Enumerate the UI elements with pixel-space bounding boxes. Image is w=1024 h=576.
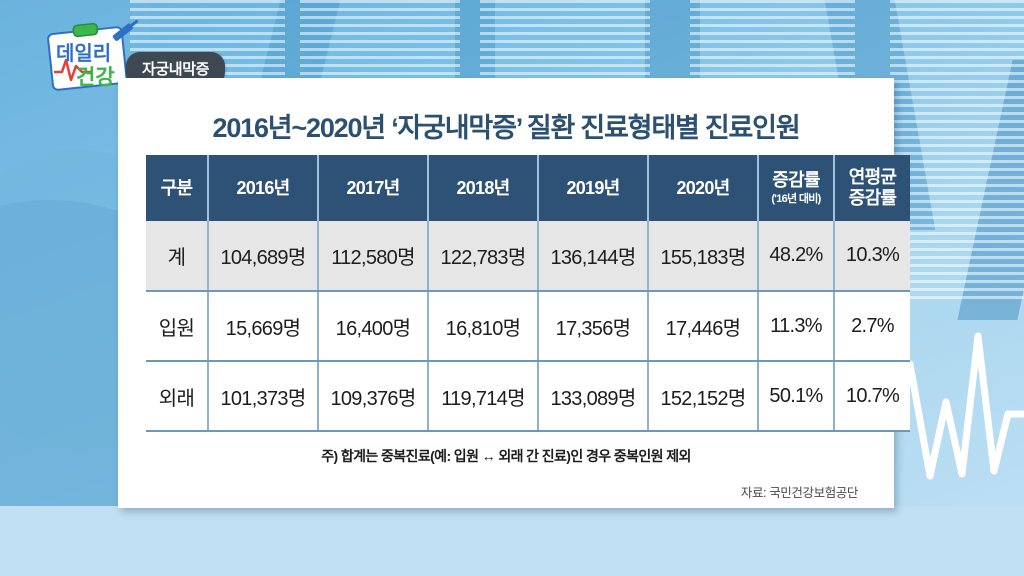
cell-2020: 155,183명 [648, 221, 759, 292]
cell-2016: 15,669명 [208, 291, 319, 362]
header-category-label: 구분 [160, 177, 193, 198]
cell-category: 외래 [146, 361, 209, 432]
header-change-rate-label: 증감률 [772, 170, 820, 191]
header-2017-label: 2017년 [346, 177, 400, 198]
header-2018: 2018년 [428, 155, 539, 221]
cell-2016: 104,689명 [208, 221, 319, 292]
cell-2019: 17,356명 [538, 291, 649, 362]
table-row: 입원 15,669명 16,400명 16,810명 17,356명 17,44… [146, 291, 910, 362]
source-attribution: 자료: 국민건강보험공단 [740, 486, 859, 500]
content-card: 2016년~2020년 ‘자궁내막증’ 질환 진료형태별 진료인원 구분 201… [118, 78, 910, 508]
cell-2019: 133,089명 [538, 361, 649, 432]
header-annual-rate-label: 연평균 [848, 167, 897, 188]
header-2020-label: 2020년 [676, 177, 730, 198]
header-2019: 2019년 [538, 155, 649, 221]
background-bottom-band [0, 506, 1024, 576]
cell-change-rate: 50.1% [758, 361, 835, 432]
cell-change-rate: 48.2% [758, 221, 835, 292]
cell-2017: 109,376명 [318, 361, 429, 432]
header-2017: 2017년 [318, 155, 429, 221]
table-row: 계 104,689명 112,580명 122,783명 136,144명 15… [146, 221, 910, 292]
table-header-row: 구분 2016년 2017년 2018년 2019년 202 [146, 155, 910, 221]
table-footnote: 주) 합계는 중복진료(예: 입원 ↔ 외래 간 진료)인 경우 중복인원 제외 [321, 448, 691, 464]
header-annual-rate: 연평균 증감률 [834, 155, 910, 221]
table-row: 외래 101,373명 109,376명 119,714명 133,089명 1… [146, 361, 910, 432]
cell-change-rate: 11.3% [758, 291, 835, 362]
logo-text-line1: 데일리 [56, 42, 111, 65]
page-title: 2016년~2020년 ‘자궁내막증’ 질환 진료형태별 진료인원 [212, 113, 801, 143]
header-2018-label: 2018년 [456, 177, 510, 198]
cell-2017: 112,580명 [318, 221, 429, 292]
cell-category: 입원 [146, 291, 209, 362]
header-2016: 2016년 [208, 155, 319, 221]
cell-2020: 17,446명 [648, 291, 759, 362]
logo-text-line2: 건강 [76, 66, 115, 89]
header-2016-label: 2016년 [236, 177, 290, 198]
background-stripes-e [890, 0, 1024, 300]
cell-2018: 16,810명 [428, 291, 539, 362]
cell-annual-rate: 2.7% [834, 291, 910, 362]
header-annual-rate-label2: 증감률 [848, 188, 897, 208]
cell-2017: 16,400명 [318, 291, 429, 362]
cell-annual-rate: 10.3% [834, 221, 910, 292]
header-change-rate-sub: ('16년 대비) [771, 193, 821, 206]
cell-2020: 152,152명 [648, 361, 759, 432]
cell-2019: 136,144명 [538, 221, 649, 292]
cell-2018: 119,714명 [428, 361, 539, 432]
header-change-rate: 증감률 ('16년 대비) [758, 155, 835, 221]
cell-2018: 122,783명 [428, 221, 539, 292]
cell-2016: 101,373명 [208, 361, 319, 432]
statistics-table: 구분 2016년 2017년 2018년 2019년 202 [146, 155, 910, 432]
cell-annual-rate: 10.7% [834, 361, 910, 432]
header-2020: 2020년 [648, 155, 759, 221]
cell-category: 계 [146, 221, 209, 292]
header-category: 구분 [146, 155, 209, 221]
daily-health-logo: 데일리 건강 [36, 16, 148, 94]
header-2019-label: 2019년 [566, 177, 620, 198]
